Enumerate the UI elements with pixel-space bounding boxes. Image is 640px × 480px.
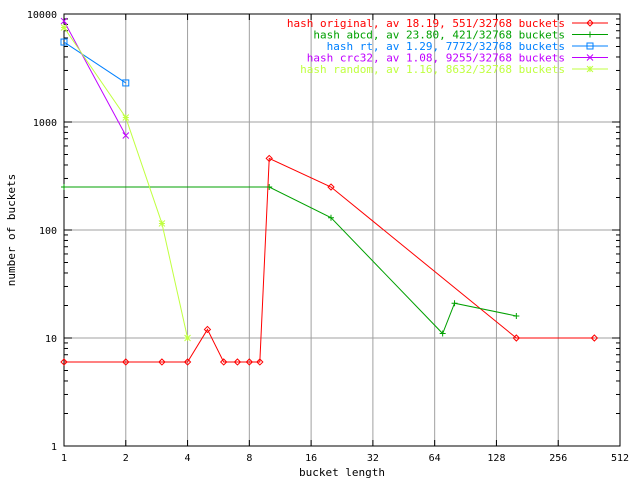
series-line [63, 41, 127, 84]
series-0 [60, 154, 599, 366]
legend-label: hash abcd, av 23.80, 421/32768 buckets [313, 29, 565, 42]
data-point [513, 312, 520, 319]
data-point [439, 330, 446, 337]
data-point [266, 184, 273, 191]
y-axis-ticks: 1 10 100 1000 10000 [27, 10, 620, 453]
data-point [590, 334, 599, 342]
legend-label: hash random, av 1.16, 8632/32768 buckets [300, 63, 565, 76]
data-point [586, 65, 594, 73]
data-point [265, 154, 273, 163]
legend-label: hash crc32, av 1.08, 9255/32768 buckets [307, 52, 565, 65]
legend: hash original, av 18.19, 551/32768 bucke… [287, 17, 608, 76]
x-axis-label: bucket length [299, 466, 385, 479]
data-point [122, 114, 130, 121]
x-tick-label: 64 [429, 453, 441, 464]
legend-label: hash rt, av 1.29, 7772/32768 buckets [327, 40, 565, 53]
x-tick-label: 2 [123, 453, 129, 464]
data-point [122, 132, 130, 139]
data-point [327, 214, 334, 221]
y-tick-label: 1 [51, 442, 57, 453]
data-point [158, 358, 166, 366]
x-tick-label: 256 [549, 453, 567, 464]
y-tick-label: 100 [39, 226, 57, 237]
series-3 [60, 17, 130, 139]
data-point [586, 19, 594, 27]
x-tick-label: 8 [246, 453, 252, 464]
data-point [122, 79, 130, 87]
y-axis-label: number of buckets [5, 174, 18, 287]
data-point [60, 358, 68, 366]
legend-label: hash original, av 18.19, 551/32768 bucke… [287, 17, 565, 30]
data-point [586, 42, 594, 50]
x-tick-label: 16 [305, 453, 317, 464]
data-point [61, 184, 67, 191]
data-point [60, 17, 68, 25]
x-tick-label: 128 [487, 453, 505, 464]
data-point [233, 358, 242, 366]
series-layer [60, 17, 599, 366]
data-point [586, 54, 594, 61]
data-point [587, 31, 593, 38]
data-point [327, 183, 335, 191]
series-line [64, 157, 595, 363]
data-point [60, 24, 68, 31]
series-4 [60, 24, 191, 342]
data-point [219, 358, 228, 366]
series-2 [60, 38, 130, 87]
series-line [63, 27, 189, 339]
data-point [158, 220, 166, 227]
y-tick-label: 10000 [27, 10, 57, 21]
y-tick-label: 1000 [33, 118, 57, 129]
y-tick-label: 10 [45, 334, 57, 345]
data-point [122, 358, 130, 366]
data-point [184, 334, 191, 342]
data-point [183, 358, 192, 366]
data-point [60, 38, 68, 46]
series-1 [61, 184, 520, 337]
x-tick-label: 32 [367, 453, 379, 464]
series-line [64, 186, 517, 335]
grid [64, 14, 620, 446]
data-point [512, 334, 521, 342]
x-tick-label: 4 [185, 453, 191, 464]
data-point [256, 358, 264, 366]
data-point [245, 358, 254, 366]
x-axis-ticks: 1 2 4 8 16 32 64 128 256 512 [61, 14, 629, 464]
x-tick-label: 1 [61, 453, 67, 464]
data-point [203, 325, 212, 334]
data-point [451, 300, 458, 307]
x-tick-label: 512 [611, 453, 629, 464]
series-line [63, 20, 127, 136]
